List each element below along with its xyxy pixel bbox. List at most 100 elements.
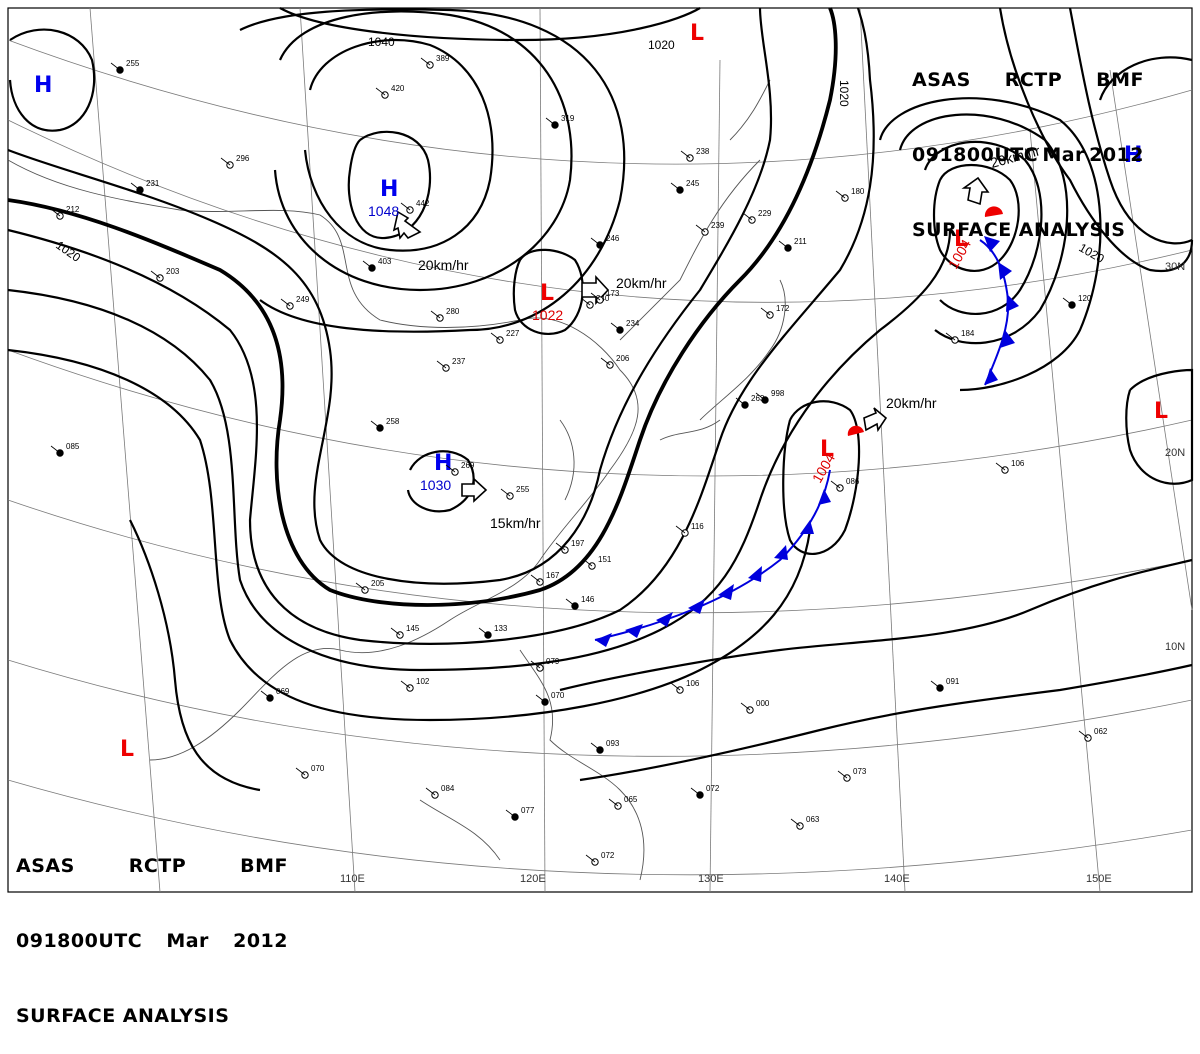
station-pressure-code: 211 (794, 237, 807, 246)
station-pressure-code: 238 (696, 147, 710, 156)
station-pressure-code: 246 (606, 234, 620, 243)
wind-barb (760, 307, 771, 316)
high-pressure-symbol: H (34, 73, 52, 98)
arrow-icon (961, 176, 990, 206)
wind-barb (735, 397, 746, 406)
map-header-bottom-left: ASAS RCTP BMF 091800UTC Mar 2012 SURFACE… (16, 804, 288, 1054)
high-pressure-value: 1030 (420, 477, 451, 493)
wind-barb (280, 298, 291, 307)
station-pressure-code: 070 (551, 691, 565, 700)
movement-labels: 20km/hr 20km/hr 15km/hr 20km/hr 20km/hr (418, 142, 1042, 531)
wind-barb (690, 787, 701, 796)
high-pressure-symbol: H (380, 177, 398, 202)
wind-barb (362, 260, 373, 269)
wind-barb (590, 742, 601, 751)
station-pressure-code: 237 (452, 357, 466, 366)
wind-barb (555, 542, 566, 551)
latitude-labels: 30N 20N 10N (1165, 261, 1185, 653)
wind-barb (355, 582, 366, 591)
station-pressure-code: 145 (406, 624, 420, 633)
wind-barb (500, 488, 511, 497)
wind-barb (995, 462, 1006, 471)
arrow-icon (461, 477, 488, 503)
station-pressure-code: 403 (378, 257, 392, 266)
station-pressure-code: 229 (758, 209, 772, 218)
wind-barb (1062, 297, 1073, 306)
wind-barb (600, 357, 611, 366)
wind-barb (670, 682, 681, 691)
isobars (7, 7, 1194, 792)
station-pressure-code: 072 (601, 851, 615, 860)
low-pressure-symbol: L (954, 227, 968, 252)
wind-barb (370, 420, 381, 429)
latitude-label: 30N (1165, 261, 1185, 273)
station-pressure-code: 280 (446, 307, 460, 316)
station-pressure-code: 073 (853, 767, 867, 776)
wind-barb (530, 574, 541, 583)
wind-barb (390, 627, 401, 636)
station-pressure-code: 151 (598, 555, 612, 564)
station-pressure-code: 069 (276, 687, 290, 696)
station-pressure-code: 197 (571, 539, 585, 548)
wind-barb (585, 854, 596, 863)
station-pressure-code: 072 (706, 784, 720, 793)
high-pressure-value: 1048 (368, 203, 399, 219)
header-month: Mar (166, 930, 209, 952)
station-pressure-code: 086 (846, 477, 860, 486)
station-pressure-code: 239 (711, 221, 725, 230)
header-time: 091800UTC (16, 930, 143, 952)
arrow-icon (863, 407, 888, 433)
station-pressure-code: 079 (546, 657, 560, 666)
wind-barb (610, 322, 621, 331)
header-row: 091800UTC Mar 2012 (912, 143, 1144, 168)
wind-barb (778, 240, 789, 249)
wind-barb (505, 809, 516, 818)
wind-barb (790, 818, 801, 827)
wind-barb (400, 680, 411, 689)
isobar-label: 1020 (837, 80, 851, 107)
wind-barb (535, 694, 546, 703)
station-pressure-code: 120 (1078, 294, 1092, 303)
station-pressure-code: 000 (756, 699, 770, 708)
cold-front-north (979, 236, 1019, 386)
wind-barb (590, 292, 601, 301)
station-pressure-code: 255 (516, 485, 530, 494)
wind-barb (295, 767, 306, 776)
arrow-icon (581, 274, 610, 306)
station-pressure-code: 212 (66, 205, 80, 214)
wind-barb (436, 360, 447, 369)
wind-barb (260, 690, 271, 699)
station-pressure-code: 205 (371, 579, 385, 588)
wind-barb (130, 182, 141, 191)
header-station: RCTP (1004, 69, 1063, 91)
movement-speed: 15km/hr (490, 515, 541, 531)
wind-barb (220, 157, 231, 166)
wind-barb (420, 57, 431, 66)
station-pressure-code: 077 (521, 806, 535, 815)
low-pressure-symbol: L (1154, 399, 1168, 424)
header-agency: ASAS (912, 69, 971, 91)
station-pressure-code: 133 (494, 624, 508, 633)
station-pressure-code: 085 (66, 442, 80, 451)
header-row: ASAS RCTP BMF (16, 854, 288, 879)
header-year: 2012 (233, 930, 288, 952)
wind-barb (930, 680, 941, 689)
header-title: SURFACE ANALYSIS (16, 1005, 230, 1027)
station-pressure-code: 063 (806, 815, 820, 824)
header-station: RCTP (128, 855, 187, 877)
longitude-label: 120E (520, 873, 546, 885)
low-pressure-value: 1022 (532, 307, 563, 323)
wind-barb (478, 627, 489, 636)
wind-barb (740, 702, 751, 711)
station-pressure-code: 263 (751, 394, 765, 403)
wind-barb (608, 798, 619, 807)
wind-barb (445, 464, 456, 473)
station-pressure-code: 106 (1011, 459, 1025, 468)
arrow-icon (392, 210, 422, 240)
station-pressure-code: 167 (546, 571, 560, 580)
movement-arrows (392, 176, 990, 503)
header-agency: ASAS (16, 855, 75, 877)
low-pressure-symbol: L (540, 281, 554, 306)
weather-map: 1040 1020 1020 1020 1020 20km/hr (7, 7, 1194, 893)
station-pressure-code: 998 (771, 389, 785, 398)
